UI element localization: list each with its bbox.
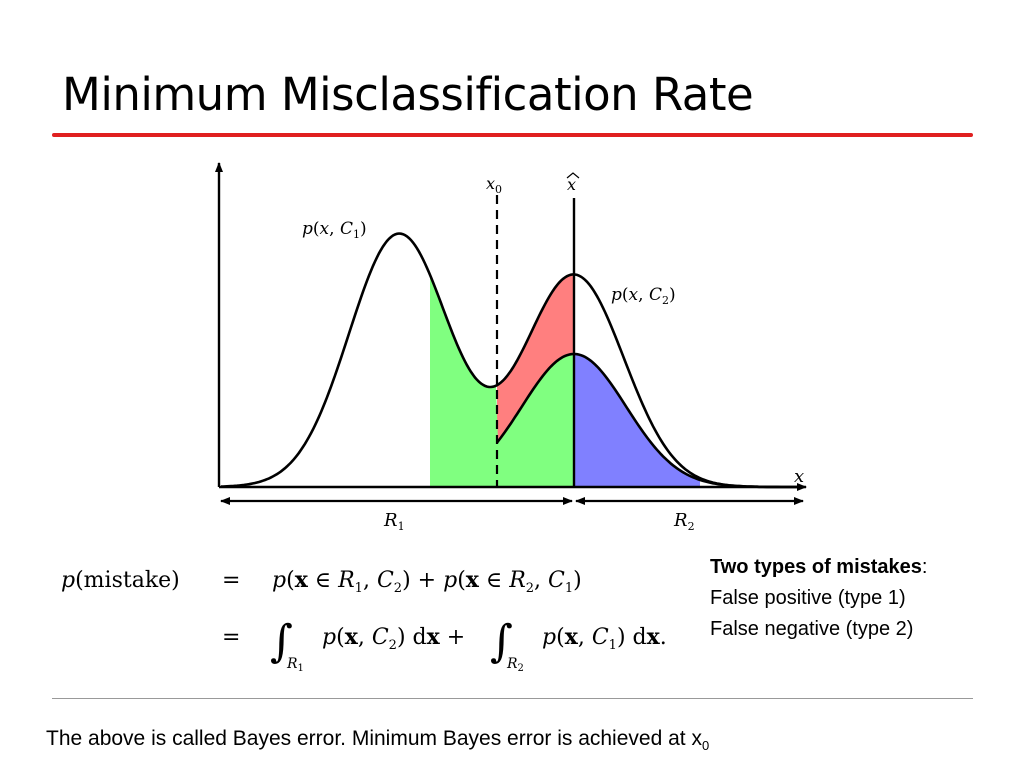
formula-equals-2: =: [222, 625, 240, 650]
footer-subscript: 0: [701, 738, 710, 753]
formula-lhs: p(mistake): [61, 568, 180, 593]
heading-colon: :: [921, 556, 928, 578]
bottom-divider: [52, 698, 973, 699]
integrand-2: p(x, C1) dx.: [542, 624, 667, 653]
mistake-types-box: Two types of mistakes: False positive (t…: [710, 552, 927, 645]
formula-line1: p(x ∈ R1, C2) + p(x ∈ R2, C1): [272, 567, 582, 596]
curve-c1-label: p(x, C1): [302, 219, 367, 241]
x0-label: x0: [486, 174, 502, 196]
formula-equals-1: =: [222, 568, 240, 593]
xhat-label: x: [567, 175, 576, 194]
decision-boundary-figure: x x0 x p(x, C1) p(x, C2) R1 R2: [215, 162, 807, 533]
curve-c2-label: p(x, C2): [611, 285, 676, 307]
mistake-types-heading-row: Two types of mistakes:: [710, 552, 927, 583]
mistake-type-2: False negative (type 2): [710, 618, 914, 640]
slide-title: Minimum Misclassification Rate: [62, 68, 754, 121]
region1-label: R1: [383, 510, 405, 533]
joint-density-curve-c1: [220, 232, 799, 489]
integrand-1: p(x, C2) dx +: [322, 624, 465, 653]
mistake-types-heading: Two types of mistakes: [710, 556, 922, 578]
footer-note: The above is called Bayes error. Minimum…: [46, 727, 709, 753]
mistake-type-1: False positive (type 1): [710, 587, 906, 609]
integral-sub-1: R1: [286, 656, 304, 674]
title-underline: [52, 133, 973, 137]
region2-label: R2: [673, 510, 695, 533]
green-error-region: [430, 274, 574, 487]
blue-error-region: [574, 354, 700, 487]
x-axis-label: x: [794, 466, 804, 487]
footer-text: The above is called Bayes error. Minimum…: [46, 727, 702, 750]
integral-sign-1: ∫: [270, 616, 293, 667]
red-error-region: [497, 274, 573, 443]
xhat-hat-mark: [566, 172, 580, 179]
integral-sub-2: R2: [506, 656, 524, 674]
integral-sign-2: ∫: [490, 616, 513, 667]
